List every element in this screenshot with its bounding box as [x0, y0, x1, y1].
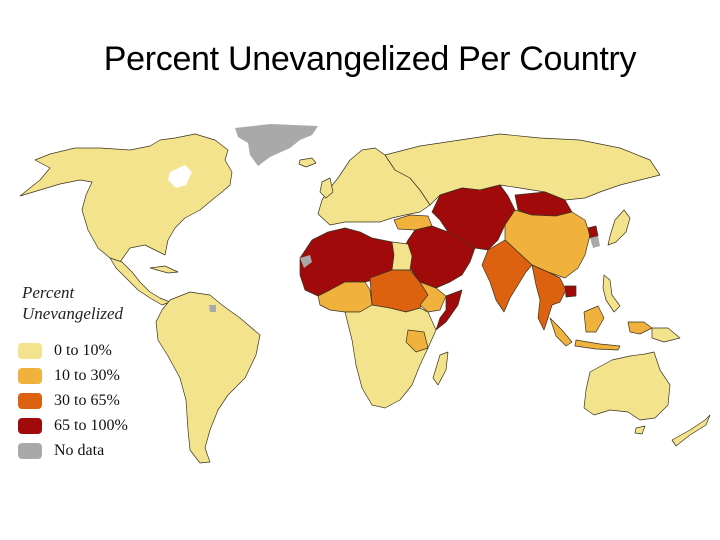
legend-title-line1: Percent [22, 283, 75, 302]
swatch-0-10 [18, 342, 42, 359]
swatch-65-100 [18, 417, 42, 434]
legend-label: 30 to 65% [54, 391, 120, 409]
region-hudson-bay [168, 165, 192, 188]
region-uk [319, 177, 334, 199]
legend-item-10-30: 10 to 30% [14, 363, 164, 388]
legend-label: 65 to 100% [54, 416, 128, 434]
region-french-guiana [209, 305, 216, 312]
legend-label: No data [54, 441, 105, 459]
region-caribbean [149, 265, 179, 274]
region-south-korea [590, 236, 600, 248]
legend-item-0-10: 0 to 10% [14, 338, 164, 363]
swatch-30-65 [18, 392, 42, 409]
swatch-no-data [18, 442, 42, 459]
legend-label: 0 to 10% [54, 341, 112, 359]
region-greenland [235, 124, 318, 166]
page-title: Percent Unevangelized Per Country [103, 40, 637, 78]
swatch-10-30 [18, 367, 42, 384]
region-somalia [435, 289, 463, 331]
region-se-asia [531, 264, 567, 331]
region-india [481, 239, 533, 313]
region-indonesia [549, 305, 653, 351]
region-tasmania [634, 425, 646, 435]
region-madagascar [432, 351, 449, 386]
region-cambodia [564, 285, 577, 298]
region-south-america [155, 291, 261, 464]
world-map [19, 124, 711, 464]
region-philippines [602, 274, 621, 313]
legend: Percent Unevangelized 0 to 10% 10 to 30%… [14, 282, 164, 463]
legend-title-line2: Unevangelized [22, 304, 124, 323]
region-tanzania [405, 329, 429, 353]
region-central-asia [431, 184, 516, 251]
legend-item-no-data: No data [14, 438, 164, 463]
region-egypt [391, 241, 413, 271]
region-ethiopia [419, 281, 447, 313]
legend-item-30-65: 30 to 65% [14, 388, 164, 413]
region-southern-africa [344, 304, 437, 409]
region-iceland [298, 157, 317, 168]
legend-label: 10 to 30% [54, 366, 120, 384]
region-north-america [19, 133, 233, 263]
region-australia [583, 351, 671, 421]
legend-item-65-100: 65 to 100% [14, 413, 164, 438]
region-japan [607, 209, 631, 246]
region-western-sahara [300, 255, 312, 268]
region-png [651, 327, 681, 343]
region-north-korea [587, 225, 599, 239]
region-new-zealand [671, 414, 711, 447]
region-russia [384, 133, 661, 206]
